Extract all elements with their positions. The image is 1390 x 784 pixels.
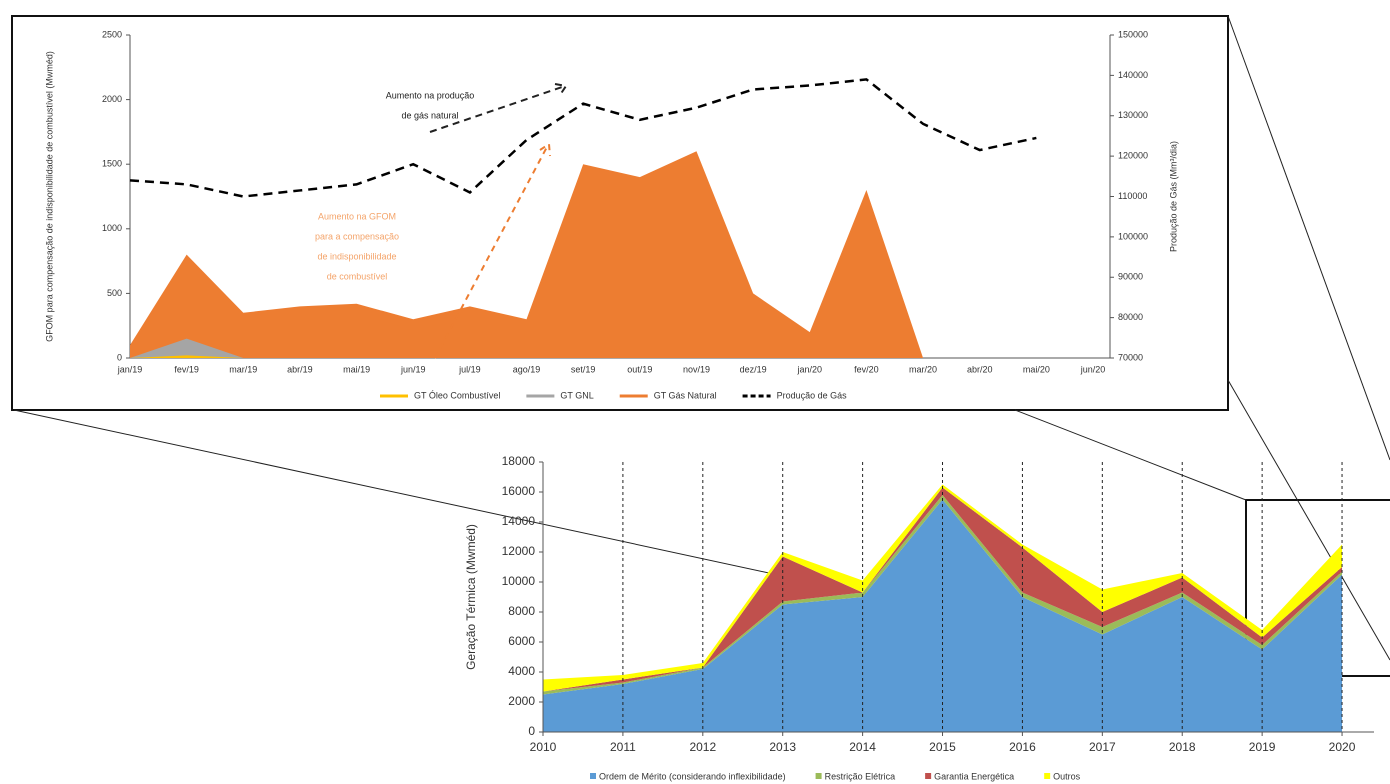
x-tick-label: mar/20 xyxy=(909,364,937,374)
legend-label: GT Gás Natural xyxy=(654,390,717,400)
area xyxy=(130,151,1093,358)
legend-label: Outros xyxy=(1053,771,1081,781)
x-tick-label: jan/19 xyxy=(117,364,143,374)
annotation: Aumento na GFOM xyxy=(318,211,396,221)
x-tick-label: 2017 xyxy=(1089,740,1116,754)
y2-tick-label: 120000 xyxy=(1118,151,1148,161)
x-tick-label: jun/20 xyxy=(1080,364,1106,374)
x-tick-label: 2019 xyxy=(1249,740,1276,754)
x-tick-label: fev/19 xyxy=(174,364,199,374)
y-tick-label: 10000 xyxy=(502,574,536,588)
y-tick-label: 500 xyxy=(107,288,122,298)
legend-label: Produção de Gás xyxy=(777,390,848,400)
x-tick-label: dez/19 xyxy=(740,364,767,374)
main-chart: 0 2000 4000 6000 8000 10000 12000 14000 16000 180… xyxy=(464,454,1374,754)
y-tick-label: 4000 xyxy=(508,664,535,678)
x-tick-label: jun/19 xyxy=(400,364,426,374)
x-tick-label: mar/19 xyxy=(229,364,257,374)
x-tick-label: 2020 xyxy=(1329,740,1356,754)
connector xyxy=(1014,409,1247,501)
x-tick-label: fev/20 xyxy=(854,364,879,374)
y2-axis-label: Produção de Gás (Mm³/dia) xyxy=(1168,141,1178,252)
y-tick-label: 14000 xyxy=(502,514,536,528)
x-tick-label: mai/20 xyxy=(1023,364,1050,374)
legend-label: Ordem de Mérito (considerando inflexibil… xyxy=(599,771,786,781)
y-tick-label: 0 xyxy=(528,724,535,738)
x-tick-label: 2014 xyxy=(849,740,876,754)
legend-swatch xyxy=(815,773,822,779)
arrow xyxy=(434,142,551,359)
y-tick-label: 2500 xyxy=(102,29,122,39)
annotation: Aumento na produção xyxy=(386,90,475,100)
y2-tick-label: 100000 xyxy=(1118,231,1148,241)
x-tick-label: jan/20 xyxy=(796,364,822,374)
legend-label: Restrição Elétrica xyxy=(825,771,896,781)
y2-tick-label: 150000 xyxy=(1118,29,1148,39)
annotation: de combustível xyxy=(327,271,388,281)
y-axis-label: Geração Térmica (Mwméd) xyxy=(464,524,478,670)
x-tick-label: mai/19 xyxy=(343,364,370,374)
annotation: para a compensação xyxy=(315,231,399,241)
gas-line xyxy=(129,78,1037,198)
y-axis-label: GFOM para compensação de indisponibilida… xyxy=(44,51,54,342)
y-tick-label: 16000 xyxy=(502,484,536,498)
arrow xyxy=(429,83,568,133)
x-tick-label: abr/19 xyxy=(287,364,313,374)
legend-swatch xyxy=(1044,773,1051,779)
legend-label: GT Óleo Combustível xyxy=(414,390,500,400)
x-tick-label: set/19 xyxy=(571,364,596,374)
y-tick-label: 8000 xyxy=(508,604,535,618)
y-tick-label: 1500 xyxy=(102,159,122,169)
annotation: de gás natural xyxy=(401,110,458,120)
x-tick-label: jul/19 xyxy=(458,364,481,374)
connector xyxy=(1227,379,1390,661)
y-tick-label: 12000 xyxy=(502,544,536,558)
legend-label: Garantia Energética xyxy=(934,771,1014,781)
x-tick-label: 2013 xyxy=(769,740,796,754)
x-tick-label: 2015 xyxy=(929,740,956,754)
x-tick-label: abr/20 xyxy=(967,364,993,374)
x-tick-label: 2018 xyxy=(1169,740,1196,754)
x-tick-label: nov/19 xyxy=(683,364,710,374)
y2-tick-label: 80000 xyxy=(1118,312,1143,322)
x-tick-label: 2010 xyxy=(530,740,557,754)
y2-tick-label: 110000 xyxy=(1118,191,1147,201)
y2-tick-label: 90000 xyxy=(1118,272,1143,282)
annotation: de indisponibilidade xyxy=(317,251,396,261)
area xyxy=(130,338,1093,358)
y-tick-label: 2000 xyxy=(508,694,535,708)
y-tick-label: 0 xyxy=(117,352,122,362)
stacked-area xyxy=(543,499,1343,732)
legend-swatch xyxy=(590,773,596,779)
y2-tick-label: 140000 xyxy=(1118,70,1148,80)
y-tick-label: 2000 xyxy=(102,94,122,104)
y2-tick-label: 70000 xyxy=(1118,352,1143,362)
legend-label: GT GNL xyxy=(560,390,593,400)
area xyxy=(130,355,1093,358)
x-tick-label: 2016 xyxy=(1009,740,1036,754)
y2-tick-label: 130000 xyxy=(1118,110,1148,120)
legend-swatch xyxy=(925,773,932,779)
x-tick-label: out/19 xyxy=(627,364,652,374)
x-tick-label: ago/19 xyxy=(513,364,541,374)
y-tick-label: 1000 xyxy=(102,223,122,233)
x-tick-label: 2012 xyxy=(689,740,716,754)
connector xyxy=(1227,15,1390,461)
x-tick-label: 2011 xyxy=(610,740,636,754)
y-tick-label: 18000 xyxy=(502,454,536,468)
y-tick-label: 6000 xyxy=(508,634,535,648)
